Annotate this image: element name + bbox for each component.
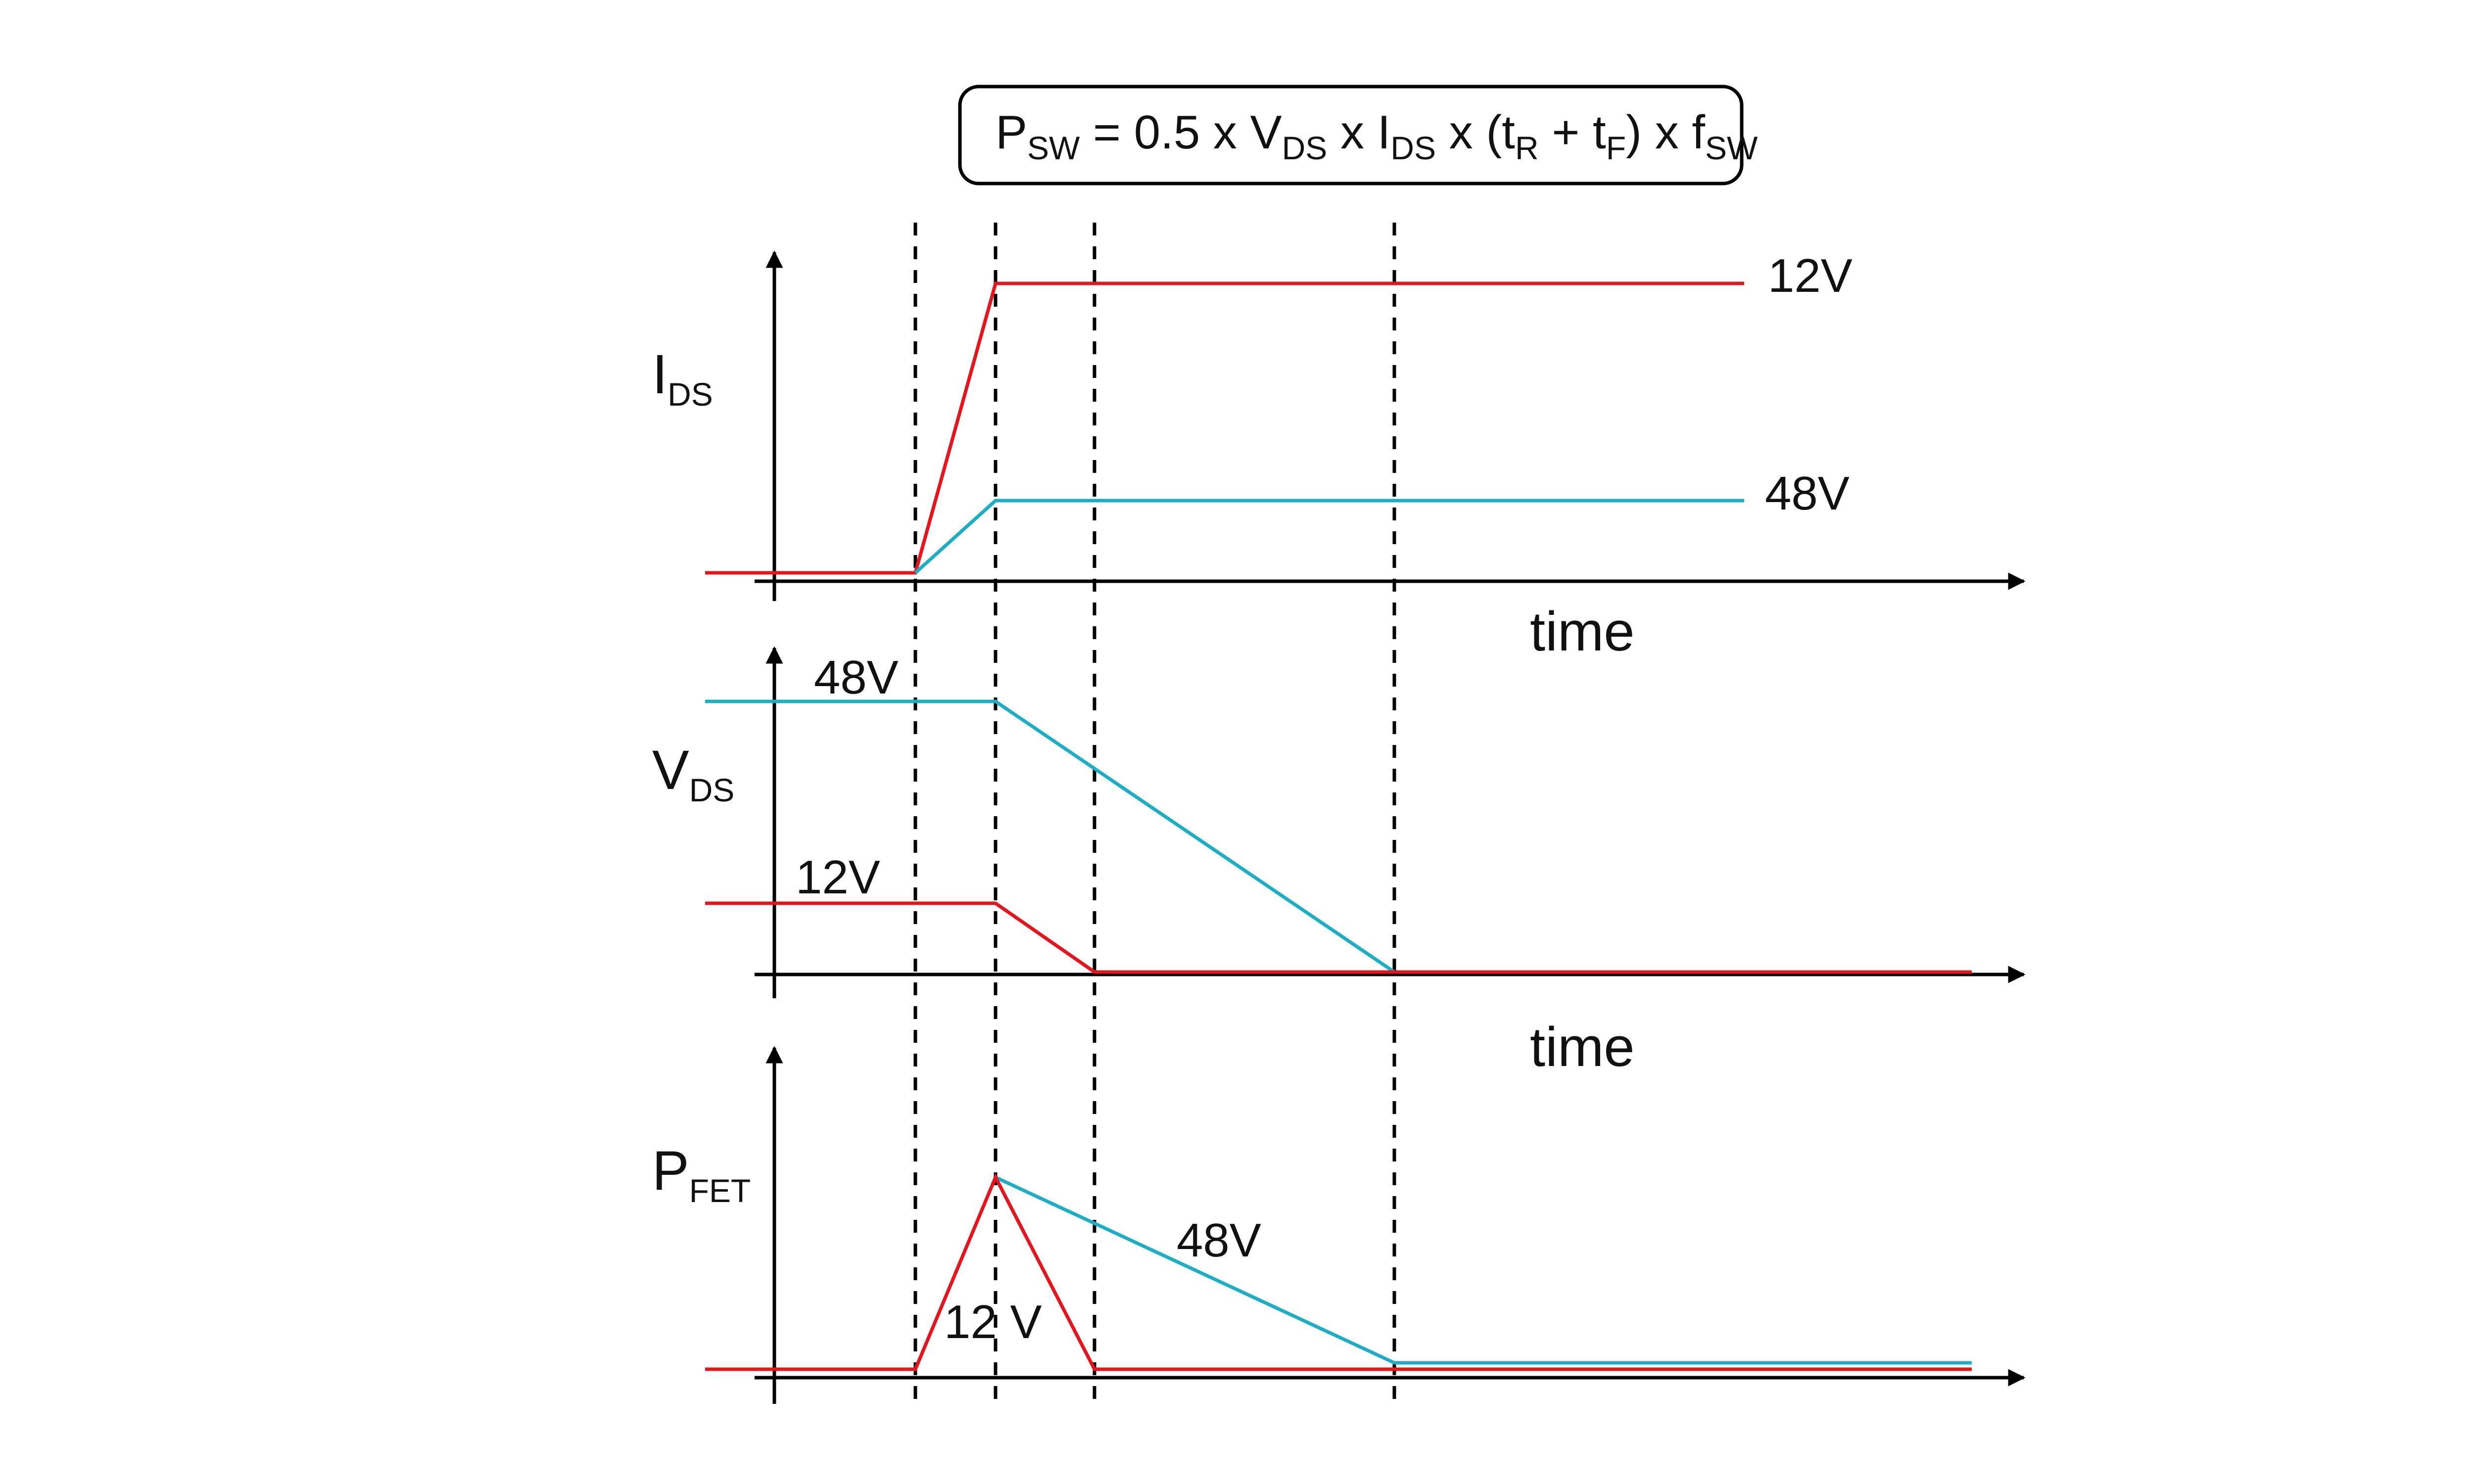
timing-markers [913,223,1396,1410]
ids-48v-line [914,499,1744,574]
ids-y-label: IDS [652,343,713,413]
vds-48v-label: 48V [814,651,899,704]
ids-48v-label: 48V [1765,467,1850,520]
ids-12v-line [705,281,1744,575]
vds-y-label: VDS [652,739,734,808]
vds-12v-label: 12V [796,851,880,904]
pfet-48v-line [995,1175,1972,1365]
panel-ids: IDS time 12V 48V [652,249,2026,662]
panel-pfet: PFET 48V 12 V [652,1046,2026,1404]
pfet-12v-label: 12 V [944,1296,1042,1348]
ids-12v-label: 12V [1768,249,1853,302]
formula-box: PSW = 0.5 x VDS x IDS x (tR + tF) x fSW [958,85,1758,186]
vds-12v-line [705,901,1972,974]
pfet-12v-line [705,1173,1972,1371]
vds-x-label: time [1530,1016,1635,1078]
pfet-48v-label: 48V [1177,1214,1261,1267]
vds-48v-line [705,699,1395,974]
pfet-y-label: PFET [652,1140,751,1209]
panel-vds: VDS time 48V 12V [652,646,2026,1078]
ids-x-label: time [1530,601,1635,662]
formula-box-frame [958,85,1744,186]
formula-text: PSW = 0.5 x VDS x IDS x (tR + tF) x fSW [996,106,1758,166]
